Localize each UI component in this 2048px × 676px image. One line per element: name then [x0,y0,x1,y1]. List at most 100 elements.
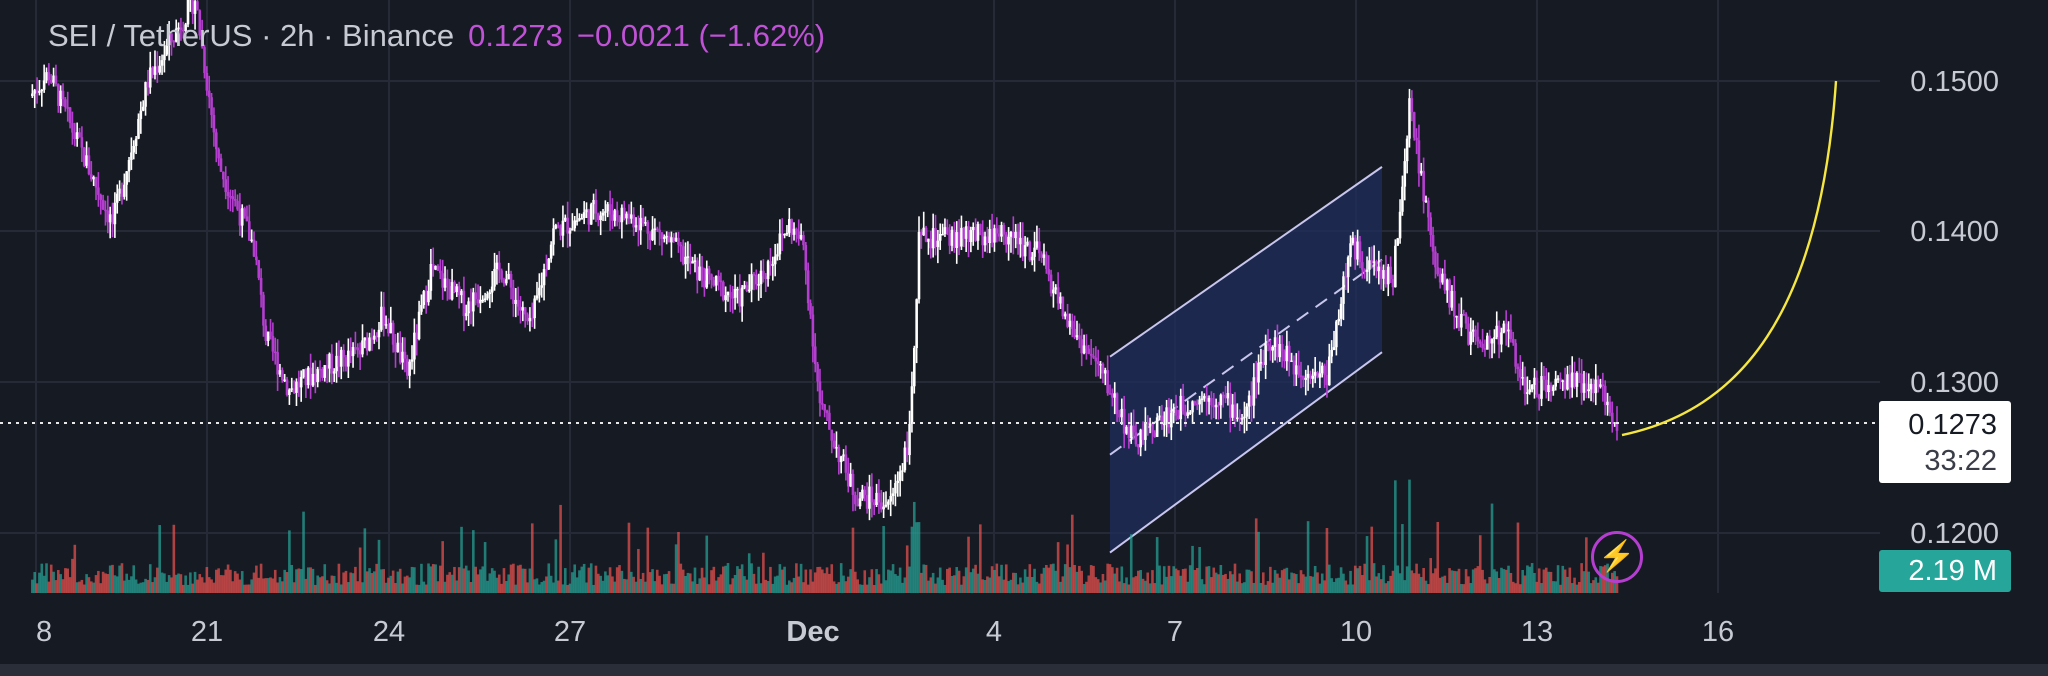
candle-body [894,483,897,494]
volume-bar [318,577,322,593]
candle-body [594,199,598,214]
volume-bar [1167,565,1171,593]
candle-body [292,388,296,393]
candle-body [347,350,350,367]
lightning-icon[interactable]: ⚡ [1591,531,1643,583]
candle-body [212,114,216,133]
candle-body [828,412,831,430]
candle-body [446,278,449,287]
candle-body [630,214,633,219]
candle-body [410,359,414,362]
candle-body [1471,329,1475,332]
candle-body [771,264,775,266]
volume-bar [1493,569,1496,593]
volume-bar [405,575,409,593]
volume-bar [273,569,277,593]
volume-bar [1099,582,1102,593]
volume-bar [1349,570,1352,593]
candle-body [681,246,685,265]
volume-bar [481,566,485,593]
candle-body [969,230,973,243]
x-axis-tick-label: 27 [554,616,586,648]
candle-body [1568,374,1572,388]
candle-body [495,262,499,269]
volume-bar [113,575,117,593]
symbol-title[interactable]: SEI / TetherUS · 2h · Binance [48,18,455,53]
candle-body [1377,266,1381,272]
candle-body [490,286,494,293]
volume-bar [710,570,713,593]
candle-body [1332,347,1336,350]
volume-bar [35,583,39,593]
candle-body [337,355,341,367]
volume-bar [238,579,242,593]
volume-bar [615,567,619,593]
candle-body [156,66,159,73]
volume-bar [632,576,635,593]
candle-body [68,107,72,124]
volume-bar [1365,536,1369,593]
candle-body [408,361,411,376]
candle-body [299,377,303,388]
volume-bar [622,578,626,593]
candle-body [464,313,468,317]
volume-bar [1089,565,1093,593]
candle-body [1120,408,1124,418]
volume-bar [1330,578,1333,593]
candle-body [363,337,367,341]
candle-body [724,295,727,301]
candle-body [585,209,588,213]
volume-bar [347,582,350,593]
candle-body [1085,345,1088,349]
candle-body [257,260,261,278]
volume-bar [1573,577,1576,593]
candle-body [304,369,308,385]
candle-body [163,54,166,61]
volume-bar [1214,572,1218,593]
candle-body [75,132,79,139]
volume-bar [245,584,249,593]
volume-bar [462,568,466,593]
candle-body [1556,378,1560,380]
volume-bar [108,565,112,593]
candle-body [528,317,532,322]
volume-bar [299,569,303,593]
candle-body [955,232,959,248]
volume-bar [417,584,421,593]
candle-body [139,110,143,119]
volume-bar [1419,577,1423,593]
volume-bar [505,581,508,593]
volume-bar [571,572,574,593]
volume-bar [214,569,218,593]
volume-bar [879,583,883,593]
candle-body [1441,273,1444,283]
volume-bar [212,582,216,593]
volume-bar [538,584,541,593]
volume-bar [1372,563,1376,593]
candle-body [1132,425,1135,433]
candle-body [976,224,980,241]
candle-body [1386,266,1390,285]
candle-body [1266,343,1270,346]
candle-body [1137,444,1140,448]
volume-bar [1115,567,1119,593]
candle-body [283,379,286,382]
volume-bar [681,569,685,593]
volume-bar [198,574,202,593]
candle-body [127,160,131,172]
volume-bar [40,563,44,593]
volume-bar [59,574,62,593]
volume-bar [1287,579,1291,593]
volume-bar [618,565,621,593]
candle-body [946,227,949,234]
volume-bar [750,563,753,593]
volume-bar [1177,570,1180,593]
volume-bar [1075,571,1079,593]
volume-bar [189,572,192,593]
volume-bar [1443,575,1447,593]
volume-bar [1323,580,1326,593]
volume-bar [1151,570,1154,593]
candle-body [1519,369,1522,378]
